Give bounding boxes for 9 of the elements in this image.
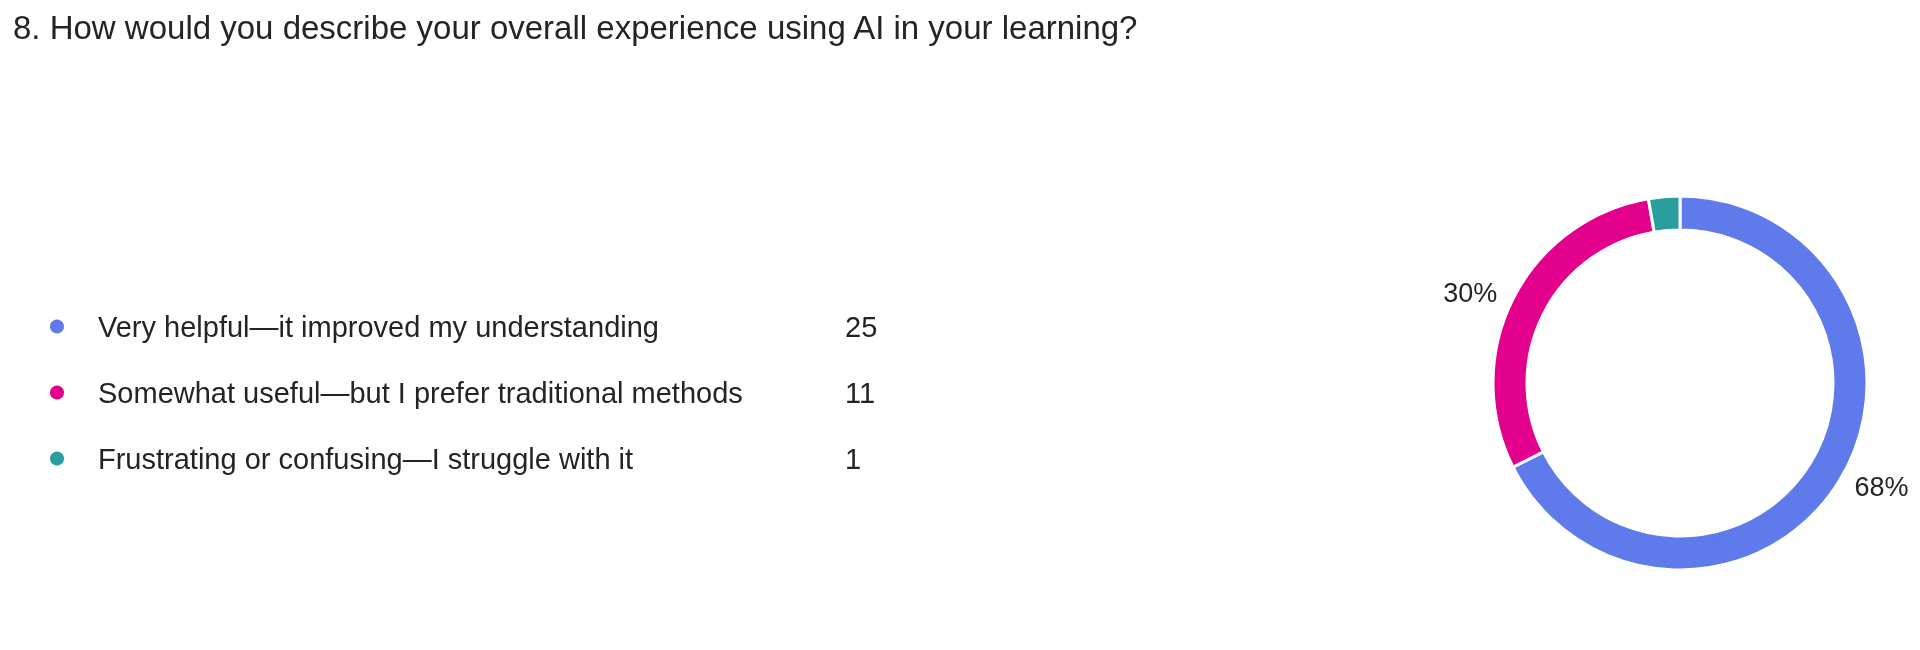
legend-label: Very helpful—it improved my understanding <box>98 310 659 343</box>
legend-label: Somewhat useful—but I prefer traditional methods <box>98 376 743 409</box>
data-label: 25 <box>845 310 878 343</box>
chart-title: 8. How would you describe your overall experience using AI in your learning? <box>13 9 1138 46</box>
text: 68% <box>1854 472 1909 503</box>
data-label: 1 <box>845 442 862 475</box>
data-label: 11 <box>845 376 876 409</box>
text: 30% <box>1443 278 1498 309</box>
legend-label: Frustrating or confusing—I struggle with it <box>98 442 634 475</box>
